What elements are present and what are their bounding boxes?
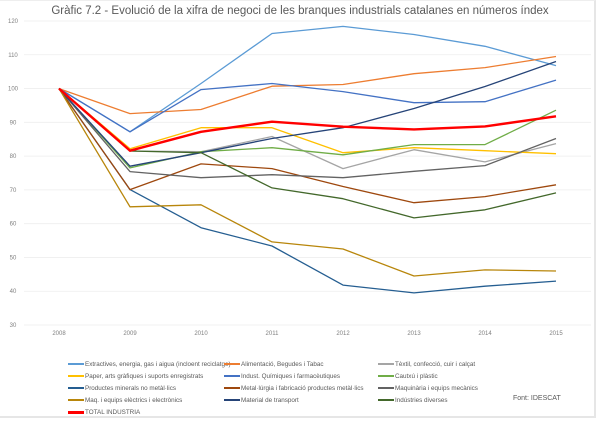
series-line-productes-minerals-no-met-l-lics bbox=[58, 88, 557, 294]
series-line-total-industria bbox=[58, 87, 557, 152]
series-line-cautx-i-pl-stic bbox=[58, 88, 557, 169]
series-line-ind-stries-diverses bbox=[58, 88, 557, 219]
x-tick-label: 2015 bbox=[549, 331, 563, 337]
series-line-metal-l-rgia-i-fabricaci-productes-met-l-lics bbox=[58, 88, 557, 204]
y-tick-label: 70 bbox=[10, 188, 17, 194]
x-tick-label: 2014 bbox=[478, 331, 492, 337]
x-tick-label: 2013 bbox=[407, 331, 421, 337]
gridlines bbox=[24, 20, 591, 326]
series-line-alimentaci-begudes-i-tabac bbox=[58, 55, 557, 115]
y-tick-label: 90 bbox=[10, 120, 17, 126]
x-tick-label: 2009 bbox=[123, 331, 137, 337]
y-tick-label: 100 bbox=[8, 87, 19, 93]
series-line-material-de-transport bbox=[58, 60, 557, 167]
series-lines bbox=[58, 25, 557, 294]
x-tick-label: 2010 bbox=[194, 331, 208, 337]
x-axis-ticks: 2008 2009 2010 2011 2012 2013 2014 2015 bbox=[52, 331, 563, 337]
series-line-maq-i-equips-el-ctrics-i-electr-nics bbox=[58, 88, 557, 277]
series-line-indust-qu-miques-i-farmac-utiques bbox=[58, 79, 557, 133]
chart-title: Gràfic 7.2 - Evolució de la xifra de neg… bbox=[51, 5, 549, 17]
y-tick-label: 80 bbox=[10, 154, 17, 160]
series-line-extractives-energia-gas-i-aigua-incloent-reciclatge bbox=[58, 25, 557, 133]
x-tick-label: 2011 bbox=[266, 331, 280, 337]
source-note: Font: IDESCAT bbox=[513, 395, 561, 402]
y-axis-ticks: 30 40 50 60 70 80 90 100 110 120 bbox=[8, 19, 19, 329]
y-tick-label: 30 bbox=[10, 323, 17, 329]
x-tick-label: 2012 bbox=[336, 331, 350, 337]
y-tick-label: 60 bbox=[10, 222, 17, 228]
y-tick-label: 120 bbox=[8, 19, 19, 25]
series-line-paper-arts-gr-fiques-i-suports-enregistrats bbox=[58, 88, 557, 155]
y-tick-label: 110 bbox=[8, 53, 18, 59]
y-tick-label: 40 bbox=[10, 289, 17, 295]
x-tick-label: 2008 bbox=[52, 331, 66, 337]
series-line-maquin-ria-i-equips-mec-nics bbox=[58, 88, 557, 179]
y-tick-label: 50 bbox=[10, 255, 17, 261]
